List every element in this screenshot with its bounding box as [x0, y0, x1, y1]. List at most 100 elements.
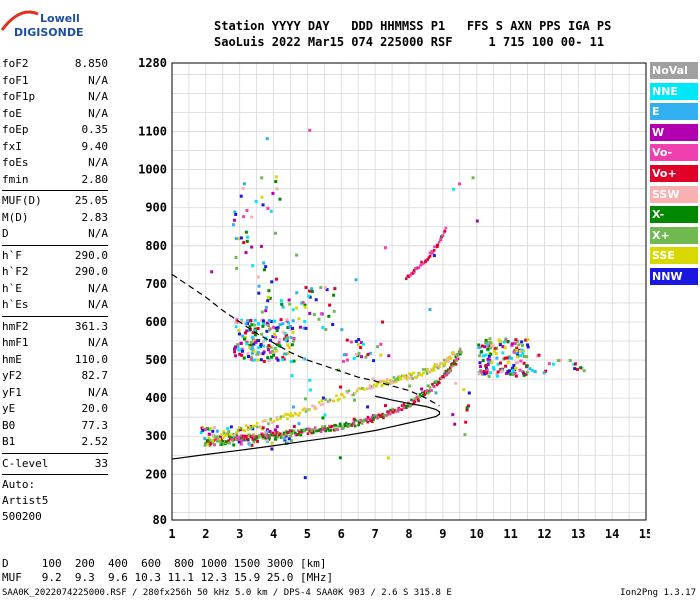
echo-point	[245, 208, 249, 212]
trace-point	[455, 357, 459, 361]
trace-point	[357, 387, 360, 390]
echo-point	[251, 264, 255, 268]
echo-point	[274, 175, 278, 179]
trace-point	[289, 412, 293, 415]
trace-point	[432, 249, 436, 252]
trace-point	[243, 429, 247, 432]
echo-point	[496, 370, 500, 374]
echo-point	[233, 210, 237, 214]
trace-point	[338, 422, 342, 426]
trace-point	[336, 428, 340, 431]
echo-point	[263, 338, 267, 342]
echo-point	[278, 323, 282, 327]
echo-point	[484, 341, 488, 345]
trace-point	[336, 425, 340, 428]
echo-point	[261, 203, 265, 207]
echo-point	[355, 352, 359, 356]
trace-point	[420, 373, 423, 377]
echo-point	[250, 351, 254, 355]
trace-point	[276, 436, 280, 439]
echo-point	[242, 215, 246, 219]
trace-point	[367, 417, 370, 420]
echo-point	[495, 346, 499, 350]
trace-point	[449, 357, 453, 360]
trace-point	[320, 399, 324, 402]
param-label: yF2	[2, 369, 22, 382]
echo-point	[304, 326, 308, 330]
echo-point	[510, 343, 514, 347]
auto-line: Artist5	[2, 494, 49, 507]
echo-point	[275, 277, 279, 281]
trace-point	[323, 424, 327, 428]
echo-point	[289, 328, 293, 332]
trace-point	[414, 267, 418, 270]
param-label: fxI	[2, 139, 22, 153]
trace-point	[333, 428, 336, 432]
trace-point	[442, 375, 446, 379]
echo-point	[482, 354, 486, 358]
trace-point	[436, 382, 439, 385]
trace-point	[391, 381, 395, 384]
trace-point	[448, 366, 452, 370]
echo-point	[338, 456, 342, 460]
trace-point	[427, 256, 431, 259]
trace-point	[361, 386, 364, 390]
trace-point	[448, 355, 452, 358]
trace-point	[412, 371, 416, 375]
param-row: hmE 110.0	[2, 352, 108, 369]
divider	[2, 474, 108, 475]
echo-point	[266, 430, 270, 434]
echo-point	[239, 320, 243, 324]
param-value: 25.05	[74, 194, 108, 207]
param-label: foE	[2, 106, 22, 120]
trace-point	[431, 251, 435, 254]
echo-point	[234, 255, 238, 259]
trace-point	[321, 425, 324, 429]
trace-point	[309, 430, 313, 433]
trace-point	[297, 433, 300, 436]
echo-point	[255, 352, 259, 356]
echo-point	[244, 230, 248, 234]
param-value: 361.3	[74, 319, 108, 333]
echo-point	[234, 237, 238, 241]
divider	[2, 190, 108, 191]
echo-point	[236, 429, 240, 433]
trace-point	[379, 415, 382, 418]
trace-point	[271, 431, 275, 435]
trace-point	[417, 399, 420, 403]
legend-entry: E	[650, 103, 698, 121]
trace-point	[387, 382, 391, 385]
echo-point	[520, 348, 524, 352]
echo-point	[514, 350, 518, 354]
echo-point	[308, 388, 312, 392]
echo-point	[244, 322, 248, 326]
param-row: foE N/A	[2, 106, 108, 123]
trace-point	[355, 389, 359, 393]
echo-point	[267, 357, 271, 361]
echo-point	[237, 440, 241, 444]
trace-point	[271, 421, 274, 424]
param-row: h`F2 290.0	[2, 264, 108, 281]
echo-point	[354, 339, 358, 343]
trace-point	[416, 398, 420, 401]
echo-point	[354, 278, 358, 282]
echo-point	[483, 372, 487, 376]
echo-point	[504, 337, 508, 341]
param-label: h`E	[2, 281, 22, 295]
trace-point	[403, 374, 407, 377]
echo-point	[292, 359, 296, 363]
echo-point	[288, 325, 292, 329]
param-value: 82.7	[81, 369, 109, 382]
trace-point	[324, 398, 328, 401]
echo-point	[246, 319, 250, 323]
echo-point	[258, 352, 262, 356]
echo-point	[266, 428, 270, 432]
param-row: MUF(D) 25.05	[2, 193, 108, 210]
echo-point	[252, 323, 256, 327]
param-value: N/A	[88, 90, 108, 103]
trace-point	[454, 355, 458, 358]
trace-point	[275, 415, 279, 419]
trace-point	[412, 268, 416, 272]
echo-point	[280, 302, 284, 306]
echo-point	[252, 440, 256, 444]
